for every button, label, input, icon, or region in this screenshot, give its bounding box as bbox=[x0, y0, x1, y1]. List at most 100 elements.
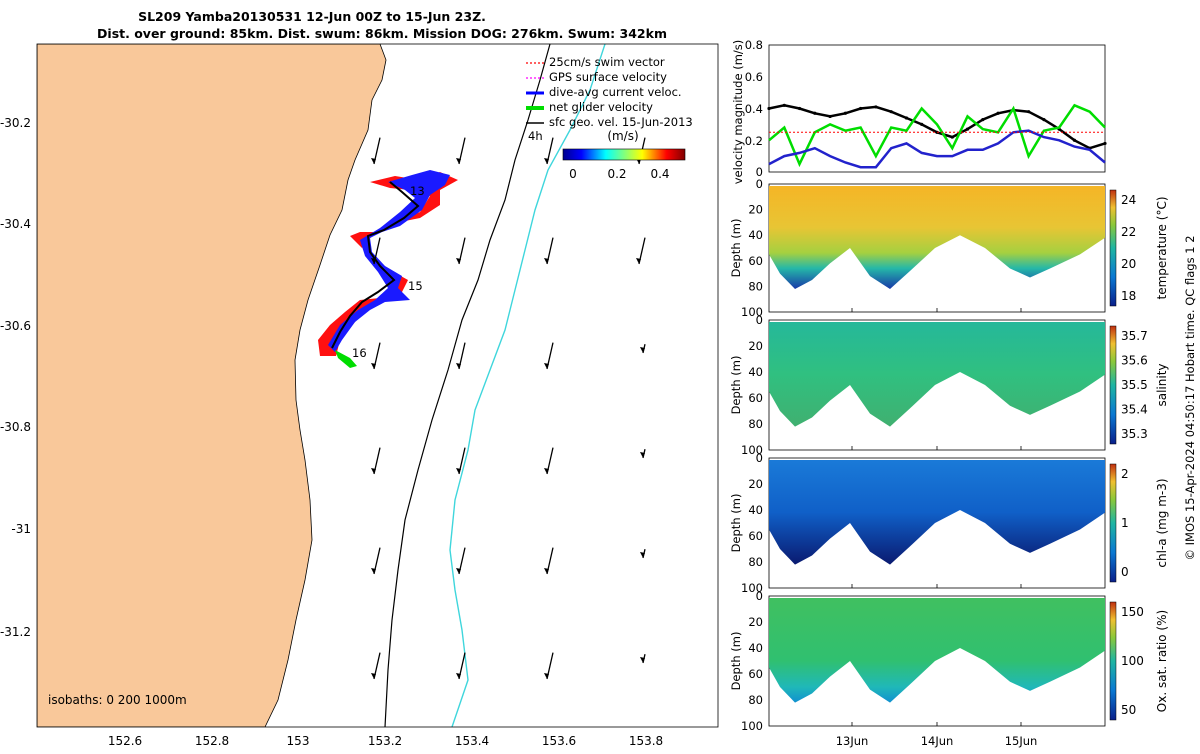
velocity-point bbox=[889, 110, 893, 114]
colorbar-tick: 18 bbox=[1121, 289, 1136, 303]
geo-arrow-head bbox=[544, 673, 549, 679]
map-colorbar-tick: 0 bbox=[569, 167, 577, 181]
colorbar-tick: 35.4 bbox=[1121, 403, 1148, 417]
map-x-tick: 153.4 bbox=[455, 734, 489, 748]
velocity-series bbox=[767, 103, 1107, 169]
legend-sfc: sfc geo. vel. 15-Jun-2013 bbox=[549, 115, 693, 129]
time-x-tick: 15Jun bbox=[1005, 734, 1038, 748]
section-field bbox=[769, 186, 1105, 289]
legend-net: net glider velocity bbox=[549, 100, 653, 114]
colorbar-tick: 35.3 bbox=[1121, 427, 1148, 441]
geo-arrow-head bbox=[640, 552, 645, 558]
velocity-point bbox=[797, 106, 802, 111]
depth-label: Depth (m) bbox=[729, 219, 743, 278]
depth-tick: 0 bbox=[756, 451, 763, 465]
depth-tick: 40 bbox=[748, 641, 763, 655]
velocity-point bbox=[904, 116, 909, 120]
colorbar-tick: 35.6 bbox=[1121, 354, 1148, 368]
depth-tick: 80 bbox=[748, 693, 763, 707]
colorbar-tick: 35.5 bbox=[1121, 378, 1148, 392]
velocity-point bbox=[1103, 141, 1107, 146]
geo-arrow-head bbox=[456, 363, 461, 369]
colorbar-label: temperature (°C) bbox=[1155, 197, 1169, 300]
map-panel: SL209 Yamba20130531 12-Jun 00Z to 15-Jun… bbox=[0, 9, 719, 748]
depth-tick: 60 bbox=[748, 391, 763, 405]
section-panel: 0 20 40 60 80 100 Depth (m) 35.3 35.4 35.5 35.6 35.… bbox=[729, 313, 1169, 457]
geo-arrow-head bbox=[456, 158, 461, 164]
map-x-tick: 153.8 bbox=[629, 734, 663, 748]
depth-label: Depth (m) bbox=[729, 632, 743, 691]
depth-tick: 40 bbox=[748, 228, 763, 242]
velocity-point bbox=[1072, 138, 1077, 142]
map-frame bbox=[36, 43, 719, 728]
section-field bbox=[769, 598, 1105, 703]
colorbar-tick: 50 bbox=[1121, 703, 1136, 717]
depth-tick: 40 bbox=[748, 365, 763, 379]
velocity-point bbox=[1042, 118, 1046, 122]
isobath-200 bbox=[384, 44, 551, 727]
depth-tick: 40 bbox=[748, 503, 763, 517]
geo-arrow-head bbox=[544, 468, 549, 474]
map-x-ticks: 152.6 152.8 153 153.2 153.4 153.6 153.8 bbox=[108, 734, 663, 748]
velocity-point bbox=[1027, 110, 1031, 114]
geo-arrow-head bbox=[371, 468, 376, 474]
geo-arrow-head bbox=[456, 258, 461, 264]
velocity-point bbox=[920, 122, 924, 126]
colorbar-tick: 1 bbox=[1121, 516, 1129, 530]
geo-arrow-head bbox=[640, 347, 645, 353]
map-y-ticks: -30.2 -30.4 -30.6 -30.8 -31 -31.2 bbox=[0, 116, 31, 639]
depth-label: Depth (m) bbox=[729, 356, 743, 415]
velocity-point bbox=[981, 118, 985, 122]
day-label-16: 16 bbox=[352, 346, 367, 360]
map-x-tick: 152.6 bbox=[108, 734, 142, 748]
map-y-tick: -30.4 bbox=[0, 217, 31, 231]
geo-arrow-head bbox=[456, 568, 461, 574]
velocity-y-tick: 0 bbox=[756, 165, 763, 179]
velocity-point bbox=[996, 111, 1000, 115]
map-land bbox=[37, 44, 387, 727]
time-x-tick: 14Jun bbox=[921, 734, 954, 748]
depth-tick: 20 bbox=[748, 477, 763, 491]
velocity-y-tick: 0.4 bbox=[745, 102, 763, 116]
legend-gps: GPS surface velocity bbox=[549, 70, 667, 84]
velocity-y-tick: 0.8 bbox=[745, 38, 763, 52]
velocity-y-ticks: 0 0.2 0.4 0.6 0.8 bbox=[745, 38, 763, 179]
geo-arrow-head bbox=[640, 452, 645, 458]
depth-label: Depth (m) bbox=[729, 494, 743, 553]
geo-arrow-head bbox=[371, 158, 376, 164]
map-y-tick: -31 bbox=[11, 522, 31, 536]
map-title-line2: Dist. over ground: 85km. Dist. swum: 86k… bbox=[97, 26, 667, 41]
legend-swim: 25cm/s swim vector bbox=[549, 55, 665, 69]
time-x-tick: 13Jun bbox=[836, 734, 869, 748]
velocity-point bbox=[965, 127, 970, 131]
colorbar-tick: 0 bbox=[1121, 565, 1129, 579]
depth-tick: 80 bbox=[748, 417, 763, 431]
velocity-y-label: velocity magnitude (m/s) bbox=[731, 40, 745, 185]
map-colorbar-tick: 0.2 bbox=[607, 167, 626, 181]
depth-tick: 80 bbox=[748, 555, 763, 569]
colorbar-tick: 22 bbox=[1121, 225, 1136, 239]
velocity-point bbox=[828, 114, 832, 119]
geo-arrow-head bbox=[636, 258, 641, 264]
map-y-tick: -30.6 bbox=[0, 319, 31, 333]
map-legend: 25cm/s swim vector GPS surface velocity … bbox=[526, 55, 693, 181]
map-colorbar bbox=[562, 148, 686, 161]
depth-tick: 100 bbox=[741, 305, 763, 319]
section-panel: 0 20 40 60 80 100 Depth (m) 18 20 22 24 temperature… bbox=[729, 177, 1169, 319]
section-colorbar bbox=[1109, 189, 1117, 307]
section-panel: 0 20 40 60 80 100 Depth (m) 50 100 150 Ox. sat. ra… bbox=[729, 589, 1169, 733]
velocity-point bbox=[843, 111, 847, 115]
map-y-tick: -31.2 bbox=[0, 625, 31, 639]
colorbar-tick: 100 bbox=[1121, 654, 1144, 668]
velocity-line bbox=[768, 129, 1106, 169]
velocity-frame bbox=[768, 44, 1106, 173]
velocity-point bbox=[859, 106, 863, 111]
colorbar-label: salinity bbox=[1155, 363, 1169, 406]
geo-arrow-head bbox=[371, 363, 376, 369]
depth-tick: 100 bbox=[741, 581, 763, 595]
colorbar-tick: 35.7 bbox=[1121, 329, 1148, 343]
depth-tick: 60 bbox=[748, 667, 763, 681]
map-x-tick: 153.2 bbox=[368, 734, 402, 748]
